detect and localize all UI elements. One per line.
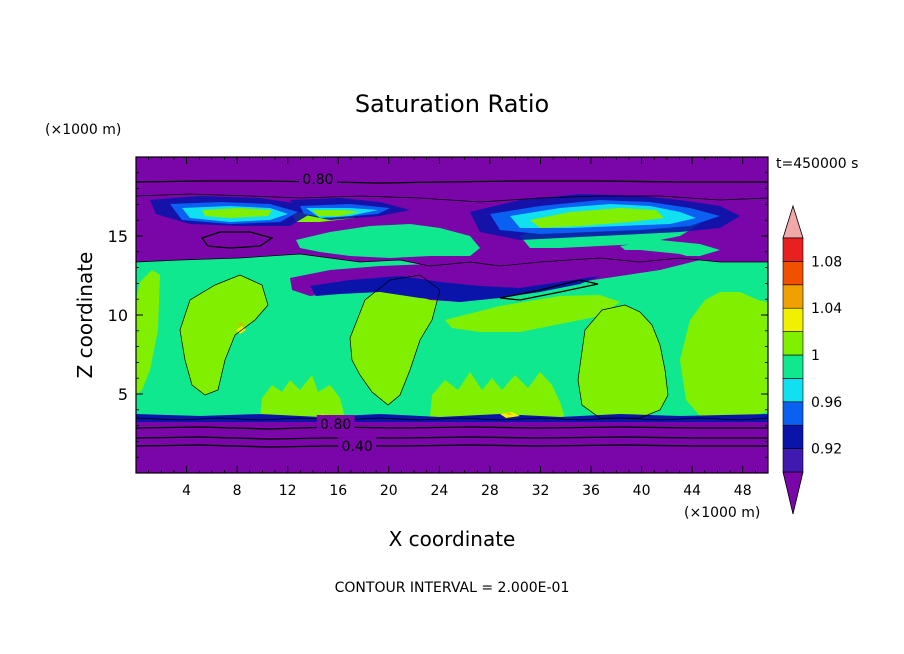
x-axis: 4 8 12 16 20 24 28 32 36 40 44 48 <box>148 157 756 499</box>
colorbar-under-triangle <box>782 471 804 515</box>
y-tick-label: 10 <box>108 306 128 325</box>
contour-label-bg <box>299 170 338 187</box>
x-tick-label: 36 <box>582 483 600 499</box>
x-tick-label: 12 <box>279 483 297 499</box>
convective-plumes-supersaturated <box>136 206 768 418</box>
contour-label-bg <box>338 437 377 454</box>
contour-line-cloud-top <box>136 253 768 267</box>
contour-label: 0.40 <box>342 439 373 455</box>
y-axis-label: Z coordinate <box>73 252 97 379</box>
colorbar-swatch <box>782 261 804 286</box>
contour-line-060-lower <box>136 436 768 440</box>
colorbar-swatch <box>782 284 804 309</box>
colorbar-over-triangle <box>782 204 804 239</box>
contour-label: 0.80 <box>302 172 333 188</box>
contour-line-080-lower <box>136 426 768 430</box>
x-tick-label: 44 <box>683 483 701 499</box>
x-tick-label: 8 <box>233 483 242 499</box>
colorbar-swatch <box>782 378 804 403</box>
contour-line-040-lower <box>136 444 768 448</box>
plume-outline-1 <box>179 274 269 396</box>
x-tick-label: 16 <box>329 483 347 499</box>
x-tick-label: 28 <box>481 483 499 499</box>
colorbar-label: 1.08 <box>811 254 842 270</box>
x-tick-label: 40 <box>633 483 651 499</box>
x-tick-label: 4 <box>182 483 191 499</box>
colorbar-label: 0.96 <box>811 395 842 411</box>
contour-line-cloud-base <box>136 417 768 421</box>
plume-outline-2 <box>349 274 441 406</box>
x-tick-label: 48 <box>734 483 752 499</box>
chart-title: Saturation Ratio <box>355 90 549 118</box>
y-axis: 5 10 15 <box>108 172 768 458</box>
contour-line-upper-band-edge <box>136 193 768 203</box>
colorbar-label: 1.04 <box>811 301 842 317</box>
colorbar-swatch <box>782 424 804 449</box>
mid-tongue-rim <box>310 276 600 302</box>
contour-line-dry-pocket <box>200 231 274 249</box>
time-label: t=450000 s <box>776 156 858 172</box>
y-axis-unit: (×1000 m) <box>45 122 121 138</box>
contour-interval-footer: CONTOUR INTERVAL = 2.000E-01 <box>335 580 570 596</box>
colorbar-swatch <box>782 354 804 379</box>
plume-outline-3 <box>577 304 669 419</box>
x-axis-label: X coordinate <box>389 527 516 551</box>
y-tick-label: 5 <box>118 385 128 404</box>
x-tick-label: 32 <box>532 483 550 499</box>
contour-lines <box>136 180 768 448</box>
contour-line-mid-tongue <box>499 279 599 301</box>
colorbar-swatch <box>782 331 804 356</box>
contour-line-080-upper <box>136 180 768 184</box>
colorbar-swatch <box>782 448 804 473</box>
heatmap-field <box>136 157 768 473</box>
colorbar-label: 0.92 <box>811 442 842 458</box>
contour-label-bg <box>316 415 355 432</box>
x-tick-label: 20 <box>380 483 398 499</box>
upper-moist-core <box>202 208 664 228</box>
colorbar-label: 1 <box>811 348 820 364</box>
x-tick-label: 24 <box>430 483 448 499</box>
colorbar-swatch <box>782 307 804 332</box>
contour-labels: 0.80 0.80 0.40 <box>299 170 377 455</box>
y-tick-label: 15 <box>108 227 128 246</box>
x-axis-unit: (×1000 m) <box>684 505 760 521</box>
colorbar: 0.92 0.96 1 1.04 1.08 <box>782 204 842 515</box>
colorbar-swatch <box>782 237 804 262</box>
contour-label: 0.80 <box>320 417 351 433</box>
colorbar-swatch <box>782 401 804 426</box>
